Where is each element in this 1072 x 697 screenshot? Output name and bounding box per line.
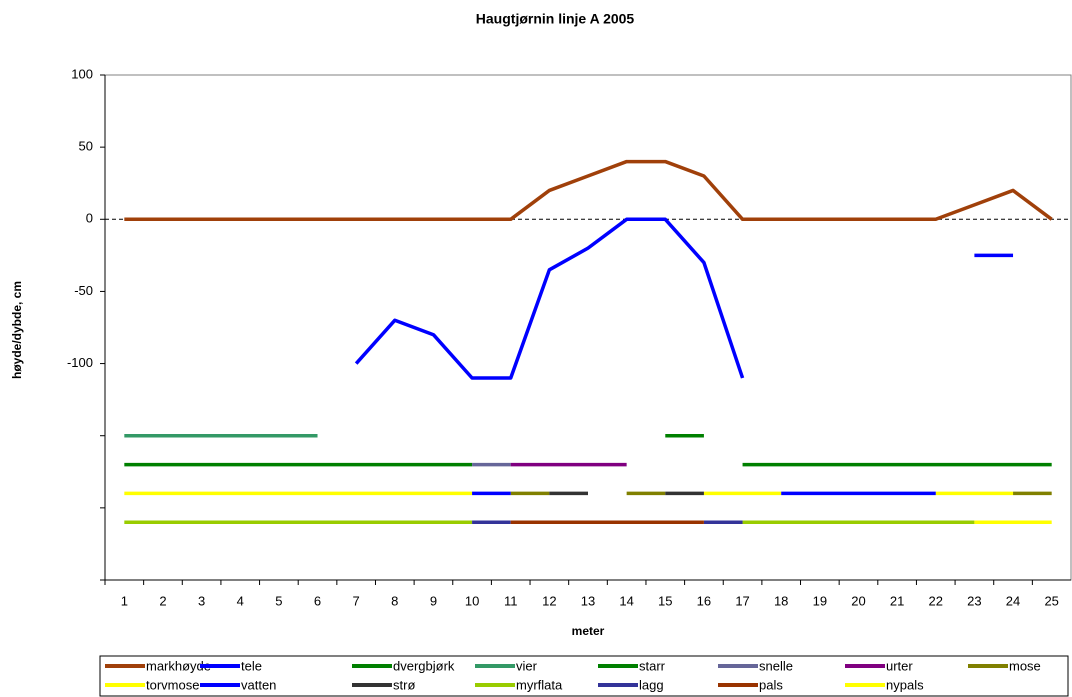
x-tick-label: 5: [275, 593, 282, 608]
legend-label: nypals: [886, 677, 924, 692]
x-tick-label: 1: [121, 593, 128, 608]
legend-box: [99, 655, 1069, 697]
legend-label: pals: [759, 677, 783, 692]
x-tick-label: 25: [1044, 593, 1058, 608]
x-tick-label: 4: [237, 593, 244, 608]
legend-label: markhøyde: [146, 658, 211, 673]
legend-label: snelle: [759, 658, 793, 673]
legend-label: myrflata: [516, 677, 563, 692]
legend-label: strø: [393, 677, 415, 692]
legend-label: torvmose: [146, 677, 199, 692]
legend-label: urter: [886, 658, 913, 673]
x-tick-label: 23: [967, 593, 981, 608]
x-tick-label: 21: [890, 593, 904, 608]
legend-label: vier: [516, 658, 538, 673]
legend-label: mose: [1009, 658, 1041, 673]
x-axis-label: meter: [572, 624, 605, 638]
x-tick-label: 7: [353, 593, 360, 608]
x-tick-label: 16: [697, 593, 711, 608]
legend-label: dvergbjørk: [393, 658, 455, 673]
legend-label: starr: [639, 658, 666, 673]
x-tick-label: 13: [581, 593, 595, 608]
x-tick-label: 9: [430, 593, 437, 608]
x-tick-label: 6: [314, 593, 321, 608]
y-tick-label: -100: [67, 355, 93, 370]
x-tick-label: 17: [735, 593, 749, 608]
y-tick-label: 0: [86, 211, 93, 226]
legend-label: lagg: [639, 677, 664, 692]
series-line: [124, 159, 1053, 222]
plot-area: [104, 74, 1072, 581]
x-tick-label: 10: [465, 593, 479, 608]
legend-label: tele: [241, 658, 262, 673]
y-tick-label: 100: [71, 66, 93, 81]
x-tick-label: 2: [159, 593, 166, 608]
x-tick-label: 11: [504, 593, 518, 608]
y-axis-label: høyde/dybde, cm: [10, 281, 24, 379]
series-line: [354, 217, 1014, 380]
x-tick-label: 20: [851, 593, 865, 608]
chart-title: Haugtjørnin linje A 2005: [476, 11, 635, 27]
x-tick-label: 18: [774, 593, 788, 608]
x-tick-label: 15: [658, 593, 672, 608]
y-tick-label: 50: [79, 139, 93, 154]
x-tick-label: 19: [813, 593, 827, 608]
x-tick-label: 8: [391, 593, 398, 608]
x-tick-label: 22: [929, 593, 943, 608]
x-tick-label: 12: [542, 593, 556, 608]
x-tick-label: 3: [198, 593, 205, 608]
x-tick-label: 14: [619, 593, 633, 608]
x-tick-label: 24: [1006, 593, 1020, 608]
y-tick-label: -50: [74, 283, 93, 298]
legend-label: vatten: [241, 677, 276, 692]
